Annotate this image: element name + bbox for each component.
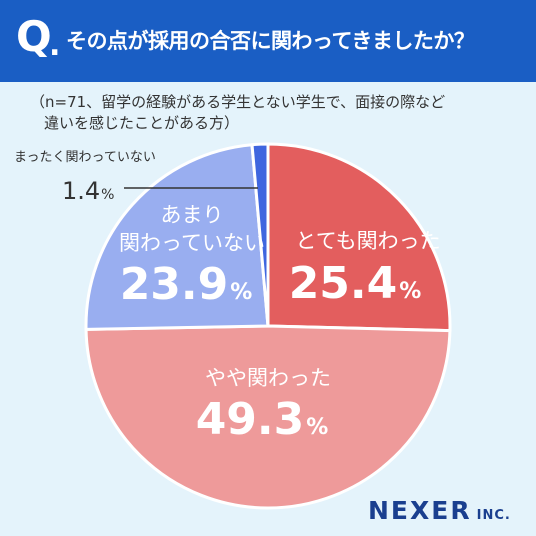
slice-value-s0-number: 25.4 (289, 258, 398, 309)
slice-value-s0-unit: % (399, 279, 421, 304)
brand-suffix: INC. (477, 508, 511, 523)
slice-value-s2-unit: % (230, 280, 252, 305)
slice-label-s2-line1: あまり (161, 203, 224, 227)
pie-slice-s3 (250, 142, 270, 328)
question-title: その点が採用の合否に関わってきましたか？ (66, 29, 475, 53)
slice-value-s1: 49.3% (196, 394, 329, 445)
slice-value-s0: 25.4% (289, 258, 422, 309)
pie-slices (84, 142, 452, 510)
question-header: Q . その点が採用の合否に関わってきましたか？ (0, 0, 536, 82)
pie-slice-s2 (84, 143, 270, 331)
slice-value-s1-number: 49.3 (196, 394, 305, 445)
slice-value-s3-unit: % (101, 187, 114, 203)
slice-value-s2: 23.9% (120, 259, 253, 310)
sample-note-line-1: （n=71、留学の経験がある学生とない学生で、面接の際など (30, 93, 446, 111)
slice-value-s2-number: 23.9 (120, 259, 229, 310)
slice-value-s3-number: 1.4 (62, 177, 100, 205)
slice-label-s2-line2: 関わっていない (119, 231, 265, 255)
sample-note-line-2: 違いを感じたことがある方） (44, 114, 240, 132)
slice-label-s3: まったく関わっていない (14, 150, 156, 165)
slice-value-s3: 1.4% (62, 177, 114, 205)
brand-name: NEXER (368, 496, 472, 525)
brand-logo: NEXER INC. (368, 496, 511, 525)
pie-slice-s0 (266, 142, 452, 333)
slice-label-s0: とても関わった (295, 229, 440, 253)
slice-label-s1: やや関わった (205, 366, 331, 390)
sample-note: （n=71、留学の経験がある学生とない学生で、面接の際など 違いを感じたことがあ… (30, 92, 520, 134)
q-dot: . (49, 28, 61, 63)
q-mark: Q (16, 12, 52, 61)
slice-value-s1-unit: % (306, 415, 328, 440)
pie-slice-s1 (84, 324, 452, 510)
